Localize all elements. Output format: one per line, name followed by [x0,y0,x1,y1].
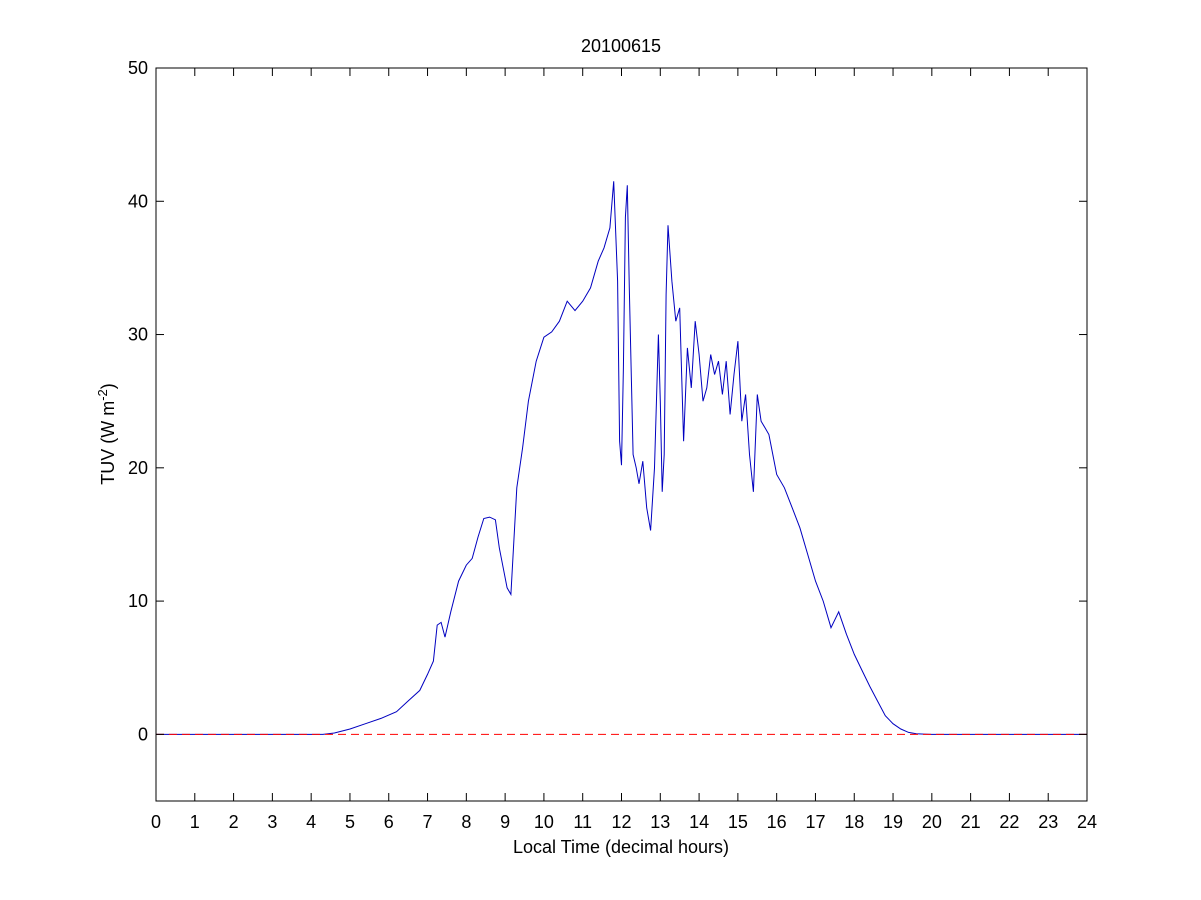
y-tick-label: 40 [128,191,148,211]
x-tick-label: 9 [500,812,510,832]
x-tick-label: 3 [267,812,277,832]
x-tick-label: 12 [611,812,631,832]
x-tick-label: 23 [1038,812,1058,832]
y-tick-label: 50 [128,58,148,78]
chart-title: 20100615 [581,36,661,56]
x-tick-label: 21 [961,812,981,832]
y-tick-label: 20 [128,458,148,478]
x-tick-label: 11 [573,812,592,832]
y-tick-label: 10 [128,591,148,611]
y-axis-title-superscript: -2 [95,389,110,401]
x-axis: 0 1 2 3 4 5 6 7 8 9 10 11 12 13 14 15 16 17 18 19 20 21 22 23 24 [151,68,1097,832]
x-tick-label: 8 [461,812,471,832]
y-axis-title-close: ) [98,383,118,389]
y-tick-label: 30 [128,325,148,345]
y-tick-label: 0 [138,724,148,744]
x-tick-label: 13 [650,812,670,832]
series-line-1 [156,181,1087,735]
series-layer [156,181,1087,735]
x-tick-label: 22 [999,812,1019,832]
x-tick-label: 18 [844,812,864,832]
x-tick-label: 24 [1077,812,1097,832]
x-tick-label: 10 [534,812,554,832]
x-tick-label: 19 [883,812,903,832]
x-tick-label: 4 [306,812,316,832]
x-tick-label: 16 [767,812,787,832]
x-tick-label: 17 [805,812,825,832]
x-tick-label: 14 [689,812,709,832]
y-axis-title: TUV (W m-2) [95,383,118,485]
x-axis-title: Local Time (decimal hours) [513,837,729,857]
x-tick-label: 5 [345,812,355,832]
x-tick-label: 0 [151,812,161,832]
x-tick-label: 20 [922,812,942,832]
x-tick-label: 1 [190,812,200,832]
x-tick-label: 15 [728,812,748,832]
x-tick-label: 6 [384,812,394,832]
y-axis: 0 10 20 30 40 50 [128,58,1087,744]
x-tick-label: 2 [229,812,239,832]
y-axis-title-main: TUV (W m [98,401,118,485]
x-tick-label: 7 [423,812,433,832]
